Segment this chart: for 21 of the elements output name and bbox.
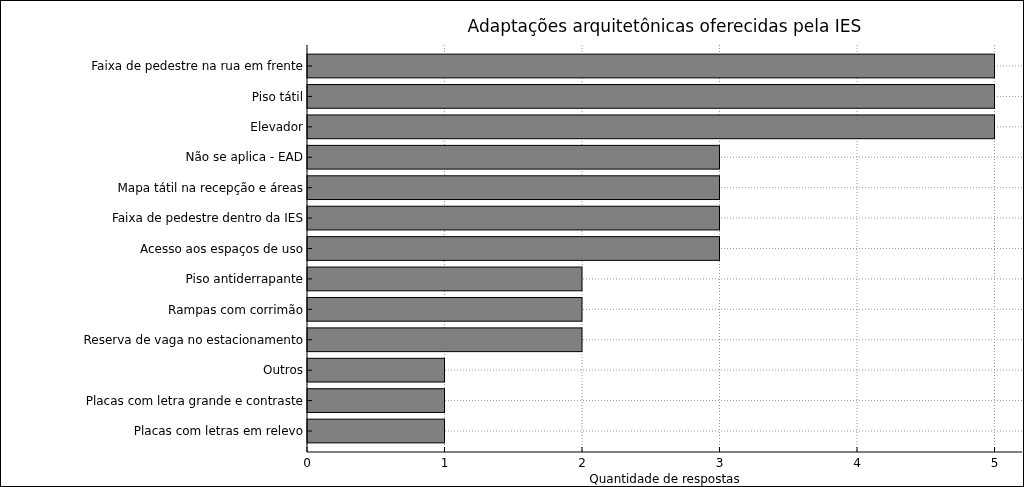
y-tick-label: Rampas com corrimão <box>168 302 303 317</box>
y-tick-label: Acesso aos espaços de uso <box>139 241 303 256</box>
x-tick-label: 3 <box>715 456 724 470</box>
y-tick-label: Não se aplica - EAD <box>185 150 303 165</box>
x-tick-label: 1 <box>440 456 449 470</box>
y-tick-label: Faixa de pedestre dentro da IES <box>111 211 303 226</box>
y-tick-label: Faixa de pedestre na rua em frente <box>91 59 303 74</box>
x-tick-label: 2 <box>578 456 586 470</box>
chart-title: Adaptações arquitetônicas oferecidas pela IES <box>467 16 862 36</box>
y-tick-label: Outros <box>262 363 303 378</box>
y-tick-label: Placas com letras em relevo <box>133 424 303 439</box>
y-tick-label: Piso antiderrapante <box>185 272 303 287</box>
y-tick-label: Placas com letra grande e contraste <box>85 393 303 408</box>
y-tick-label: Piso tátil <box>251 89 303 104</box>
x-tick-label: 4 <box>853 456 861 470</box>
y-tick-label: Elevador <box>250 120 304 135</box>
x-tick-label: 0 <box>303 456 311 470</box>
x-axis-title: Quantidade de respostas <box>589 472 740 486</box>
x-tick-label: 5 <box>990 456 999 470</box>
y-tick-label: Mapa tátil na recepção e áreas <box>117 180 303 195</box>
y-tick-label: Reserva de vaga no estacionamento <box>83 332 303 347</box>
